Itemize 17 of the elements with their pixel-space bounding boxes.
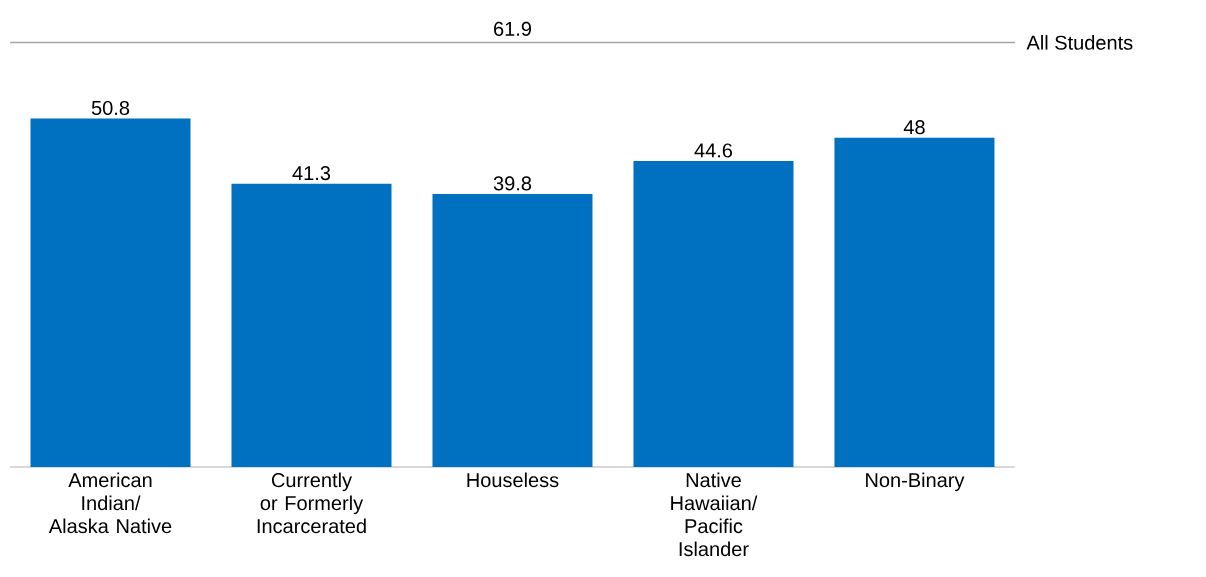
bar [432, 194, 593, 467]
ref-line-label: All Students [1026, 35, 1133, 50]
bar [633, 161, 794, 467]
x-tick-label: American Indian/ Alaska Native [48, 472, 172, 534]
x-tick-label: Native Hawaiian/ Pacific Islander [671, 472, 758, 557]
data-label: 44.6 [694, 143, 733, 158]
x-tick-label: Currently or Formerly Incarcerated [257, 472, 366, 534]
bar [834, 137, 995, 467]
x-tick-label: Houseless [467, 472, 559, 488]
data-label: 48 [903, 120, 925, 135]
data-label: 41.3 [292, 166, 331, 181]
data-label: 39.8 [493, 176, 532, 191]
bar [231, 183, 392, 467]
data-label: 50.8 [91, 100, 130, 116]
annotation: 61.9 [494, 21, 531, 36]
bar [30, 118, 191, 467]
x-tick-label: Non-Binary [866, 472, 965, 492]
